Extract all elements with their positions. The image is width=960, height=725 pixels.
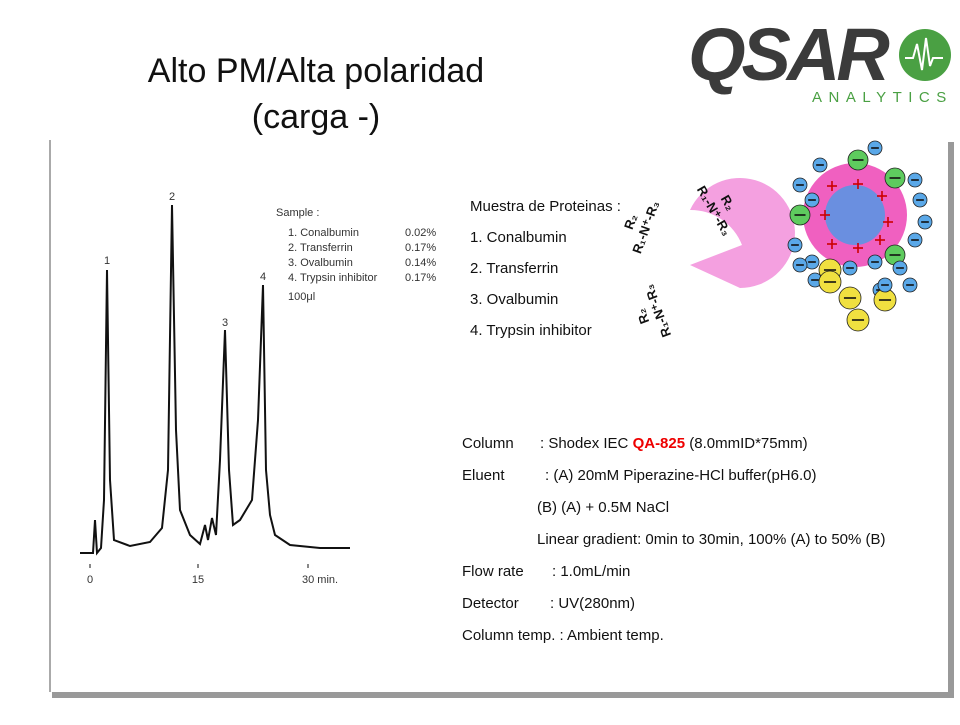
sample-title: Sample : xyxy=(276,207,319,219)
cond-value: : (A) 20mM Piperazine-HCl buffer(pH6.0) xyxy=(545,467,816,484)
samples-title: Muestra de Proteinas : xyxy=(470,198,621,215)
sample-item: 1. Conalbumin xyxy=(470,229,567,246)
pacman xyxy=(690,178,795,288)
sample-conc: 0.14% xyxy=(405,257,436,269)
cond-label: Flow rate xyxy=(462,563,524,580)
x-tick-label: 0 xyxy=(87,574,93,586)
title-line1: Alto PM/Alta polaridad xyxy=(148,52,484,90)
logo-circle xyxy=(899,29,951,81)
sample-name: 1. Conalbumin xyxy=(288,227,359,239)
logo-sub: ANALYTICS xyxy=(812,89,953,106)
sample-item: 3. Ovalbumin xyxy=(470,291,558,308)
sample-item: 4. Trypsin inhibitor xyxy=(470,322,592,339)
cond-value: : Shodex IEC QA-825 (8.0mmID*75mm) xyxy=(540,435,808,452)
sample-name: 3. Ovalbumin xyxy=(288,257,353,269)
cond-label: Column xyxy=(462,435,514,452)
sample-volume: 100μl xyxy=(288,291,315,303)
sample-name: 2. Transferrin xyxy=(288,242,353,254)
peak-label: 2 xyxy=(169,191,175,203)
cond-label: Eluent xyxy=(462,467,505,484)
sample-conc: 0.02% xyxy=(405,227,436,239)
peak-label: 4 xyxy=(260,271,266,283)
amine-r2: R₂ xyxy=(718,192,739,213)
x-tick-label: 30 min. xyxy=(302,574,338,586)
column-dims: (8.0mmID*75mm) xyxy=(685,435,808,452)
peak-label: 3 xyxy=(222,317,228,329)
cond-value: : UV(280nm) xyxy=(550,595,635,612)
sample-item: 2. Transferrin xyxy=(470,260,558,277)
cond-label: Detector xyxy=(462,595,519,612)
cond-value: : 1.0mL/min xyxy=(552,563,630,580)
logo: QSAR xyxy=(688,13,889,96)
sample-conc: 0.17% xyxy=(405,272,436,284)
cond-value: Linear gradient: 0min to 30min, 100% (A)… xyxy=(537,531,886,548)
column-model: QA-825 xyxy=(633,435,686,452)
frame-shadow xyxy=(52,692,954,698)
peak-label: 1 xyxy=(104,255,110,267)
title-line2: (carga -) xyxy=(252,98,380,136)
logo-wave xyxy=(905,37,943,71)
frame-shadow xyxy=(948,142,954,698)
chromatogram-trace xyxy=(80,204,350,556)
bead-core xyxy=(825,185,885,245)
x-tick-label: 15 xyxy=(192,574,204,586)
sample-conc: 0.17% xyxy=(405,242,436,254)
amine-r2: R₂ xyxy=(633,306,652,326)
cond-value: (B) (A) + 0.5M NaCl xyxy=(537,499,669,516)
sample-name: 4. Trypsin inhibitor xyxy=(288,272,378,284)
cond-value: Column temp. : Ambient temp. xyxy=(462,627,664,644)
amine-r2: R₂ xyxy=(621,212,640,232)
